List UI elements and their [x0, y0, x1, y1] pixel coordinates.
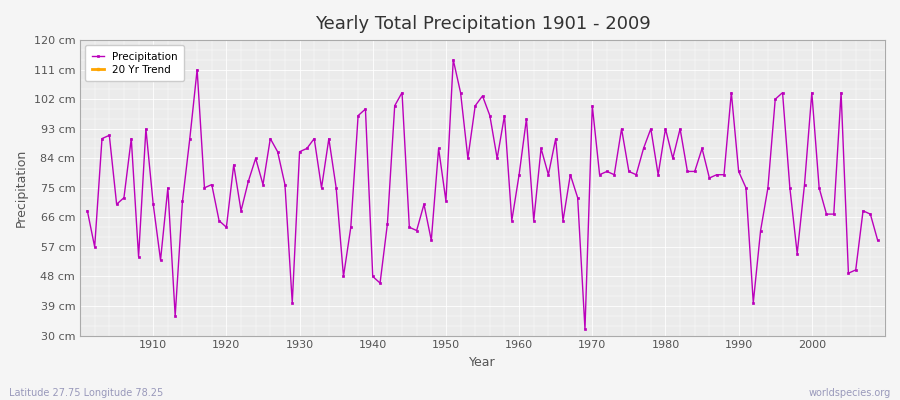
Legend: Precipitation, 20 Yr Trend: Precipitation, 20 Yr Trend: [86, 45, 184, 81]
X-axis label: Year: Year: [469, 356, 496, 369]
Title: Yearly Total Precipitation 1901 - 2009: Yearly Total Precipitation 1901 - 2009: [315, 15, 651, 33]
Precipitation: [521, 116, 532, 121]
Text: Latitude 27.75 Longitude 78.25: Latitude 27.75 Longitude 78.25: [9, 388, 163, 398]
Precipitation: [616, 126, 627, 131]
Precipitation: [302, 146, 312, 151]
Precipitation: [82, 208, 93, 213]
Precipitation: [346, 225, 356, 230]
Line: Precipitation: Precipitation: [86, 58, 879, 330]
Precipitation: [448, 58, 459, 62]
Precipitation: [580, 327, 590, 332]
Precipitation: [140, 126, 151, 131]
Precipitation: [514, 172, 525, 177]
Y-axis label: Precipitation: Precipitation: [15, 149, 28, 227]
Precipitation: [872, 238, 883, 243]
Text: worldspecies.org: worldspecies.org: [809, 388, 891, 398]
